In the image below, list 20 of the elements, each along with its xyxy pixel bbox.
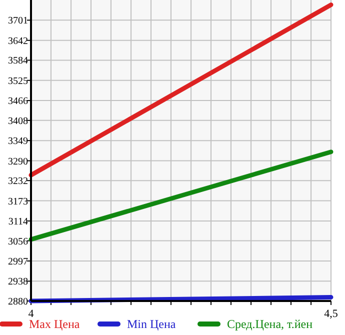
y-tick-label: 3232: [8, 176, 28, 188]
y-tick-label: 3408: [8, 116, 28, 127]
y-tick-label: 3466: [8, 96, 28, 108]
legend-label: Сред.Цена, т.йен: [227, 317, 314, 331]
y-tick-label: 3056: [8, 236, 28, 248]
y-tick-label: 3701: [8, 16, 28, 27]
y-tick-label: 3349: [8, 136, 28, 148]
y-tick-label: 3173: [8, 196, 28, 208]
y-tick-label: 3290: [8, 156, 28, 168]
y-tick-label: 3642: [8, 36, 28, 47]
y-tick-label: 3114: [8, 216, 28, 228]
x-tick-label: 4: [28, 308, 34, 320]
x-tick-label: 4,5: [324, 308, 338, 320]
y-tick-label: 3584: [8, 56, 28, 67]
y-tick-label: 2997: [8, 256, 28, 268]
y-tick-label: 2938: [8, 276, 28, 288]
legend-label: Min Цена: [127, 317, 176, 331]
y-tick-label: 3525: [8, 76, 28, 87]
legend-label: Max Цена: [29, 317, 80, 331]
y-tick-label: 2880: [8, 296, 28, 308]
